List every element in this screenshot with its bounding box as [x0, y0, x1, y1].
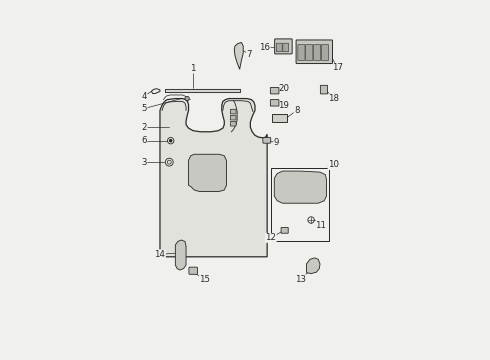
FancyBboxPatch shape: [189, 267, 197, 274]
Text: 3: 3: [142, 158, 147, 167]
Text: 20: 20: [278, 84, 289, 93]
FancyBboxPatch shape: [283, 43, 289, 52]
FancyBboxPatch shape: [270, 100, 279, 106]
Text: 13: 13: [295, 275, 306, 284]
FancyBboxPatch shape: [298, 45, 305, 60]
Text: 12: 12: [265, 233, 276, 242]
Text: 18: 18: [328, 94, 339, 103]
FancyBboxPatch shape: [230, 109, 236, 114]
FancyBboxPatch shape: [281, 228, 288, 233]
FancyBboxPatch shape: [320, 85, 327, 94]
Text: 2: 2: [142, 123, 147, 132]
Circle shape: [185, 96, 189, 101]
Text: 14: 14: [154, 250, 166, 259]
Polygon shape: [234, 42, 243, 69]
FancyBboxPatch shape: [314, 45, 321, 60]
FancyBboxPatch shape: [230, 115, 236, 120]
FancyBboxPatch shape: [263, 138, 270, 143]
Text: 19: 19: [278, 101, 289, 110]
FancyBboxPatch shape: [276, 43, 282, 52]
FancyBboxPatch shape: [275, 39, 292, 54]
Circle shape: [169, 139, 172, 143]
Polygon shape: [306, 258, 320, 274]
FancyBboxPatch shape: [230, 121, 236, 126]
Polygon shape: [175, 240, 186, 270]
FancyBboxPatch shape: [296, 40, 333, 64]
FancyBboxPatch shape: [270, 87, 279, 94]
Text: 11: 11: [315, 221, 326, 230]
Polygon shape: [160, 99, 267, 257]
Text: 17: 17: [332, 63, 343, 72]
Bar: [270, 168, 329, 242]
Text: 9: 9: [274, 138, 279, 147]
Text: 4: 4: [142, 91, 147, 100]
Text: 16: 16: [259, 42, 270, 51]
Text: 1: 1: [191, 64, 196, 73]
Text: 8: 8: [294, 106, 299, 115]
Polygon shape: [189, 154, 226, 192]
Text: 15: 15: [199, 275, 211, 284]
Polygon shape: [274, 171, 326, 203]
Polygon shape: [272, 114, 287, 122]
Text: 10: 10: [328, 161, 339, 170]
Text: 5: 5: [142, 104, 147, 113]
FancyBboxPatch shape: [321, 45, 329, 60]
FancyBboxPatch shape: [306, 45, 313, 60]
Text: 6: 6: [142, 136, 147, 145]
Polygon shape: [165, 89, 240, 93]
Text: 7: 7: [246, 50, 252, 59]
